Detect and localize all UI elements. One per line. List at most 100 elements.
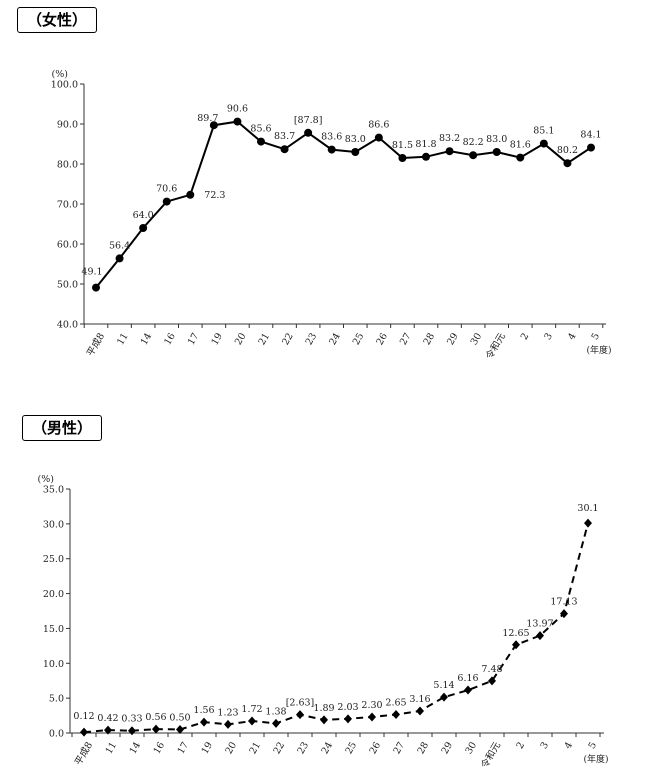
x-tick-label: 14 [139,331,155,347]
x-tick-label: 5 [590,331,603,342]
data-label: 83.0 [486,134,507,145]
data-label: 0.12 [73,711,94,722]
data-label: 12.65 [502,628,529,639]
x-tick-label: 16 [162,331,178,347]
data-label: 70.6 [156,184,177,195]
data-label: 0.33 [121,714,142,725]
y-tick-label: 5.0 [49,694,64,705]
data-label: 2.30 [361,700,382,711]
x-tick-label: 26 [374,331,390,347]
y-tick-label: 35.0 [43,485,64,496]
x-tick-label: 22 [272,740,288,756]
data-point-marker [224,719,232,729]
data-point-marker [416,706,424,716]
data-point-marker [374,133,383,142]
x-tick-label: 21 [257,331,273,347]
data-label: 49.1 [81,267,102,278]
data-point-marker [200,717,208,727]
series-line [83,522,589,734]
data-point-marker [392,710,400,720]
x-tick-label: 27 [398,331,414,347]
y-tick-label: 40.0 [57,320,78,331]
x-tick-label: 30 [464,740,480,756]
female-panel-title: （女性） [17,7,98,33]
y-tick-label: 90.0 [57,120,78,131]
x-tick-label: 17 [176,740,192,756]
x-tick-label: 30 [469,331,485,347]
data-label: 82.2 [463,137,484,148]
x-tick-label: 5 [587,740,600,751]
data-point-marker [248,716,256,726]
y-tick-label: 30.0 [43,519,64,530]
data-label: 30.1 [577,503,598,514]
data-point-marker [233,117,242,126]
x-tick-label: 24 [320,740,336,756]
data-point-marker [296,710,304,720]
x-tick-label: 29 [440,740,456,756]
y-tick-label: 0.0 [49,729,64,740]
data-label: 83.7 [274,131,295,142]
x-tick-label: 16 [152,740,168,756]
data-label: 90.6 [227,104,248,115]
x-tick-label: 25 [351,331,367,347]
data-point-marker [304,128,313,137]
y-tick-label: 50.0 [57,280,78,291]
data-label: 83.6 [321,132,342,143]
data-label: 80.2 [557,145,578,156]
data-point-marker [560,609,568,619]
data-label: 6.16 [457,673,478,684]
y-tick-label: 100.0 [51,80,78,91]
x-tick-label: 2 [515,740,528,751]
x-tick-label: 28 [422,331,438,347]
data-label: 5.14 [433,680,454,691]
data-label: 81.5 [392,140,413,151]
x-tick-label: 22 [280,331,296,347]
x-tick-label: 19 [200,740,216,756]
x-tick-label: 2 [519,331,532,342]
data-label: 89.7 [197,113,218,124]
data-label: 72.3 [204,190,225,201]
data-point-marker [280,145,289,154]
data-point-marker [469,151,478,160]
data-point-marker [464,685,472,695]
data-label: [87.8] [294,115,323,126]
data-point-marker [516,153,525,162]
data-point-marker [488,676,496,686]
y-tick-label: 60.0 [57,240,78,251]
male-panel-title: （男性） [22,415,103,441]
data-label: 1.23 [217,707,238,718]
x-tick-label: 26 [368,740,384,756]
y-tick-label: 70.0 [57,200,78,211]
data-label: 85.6 [250,124,271,135]
data-point-marker [440,692,448,702]
x-tick-label: 3 [542,331,555,342]
x-tick-label: 17 [186,331,202,347]
data-point-marker [539,139,548,148]
y-tick-label: 15.0 [43,624,64,635]
data-label: 0.50 [169,713,190,724]
data-point-marker [92,283,100,292]
data-label: 84.1 [580,130,601,141]
data-point-marker [563,159,572,168]
x-tick-label: 29 [445,331,461,347]
x-tick-label: 28 [416,740,432,756]
x-tick-label: 14 [128,740,144,756]
data-label: 86.6 [368,120,389,131]
data-label: 2.03 [337,702,358,713]
data-point-marker [152,724,160,734]
y-tick-label: 80.0 [57,160,78,171]
data-point-marker [139,224,148,232]
y-tick-label: 20.0 [43,589,64,600]
data-label: 81.6 [510,140,531,151]
series-line [95,120,592,289]
x-tick-label: 3 [539,740,552,751]
x-tick-label: 令和元 [478,739,503,770]
x-tick-label: 19 [209,331,225,347]
data-label: 64.0 [133,210,154,221]
x-tick-label: 平成8 [72,740,95,768]
data-label: 2.65 [385,698,406,709]
data-point-marker [584,518,592,528]
x-tick-label: 27 [392,740,408,756]
